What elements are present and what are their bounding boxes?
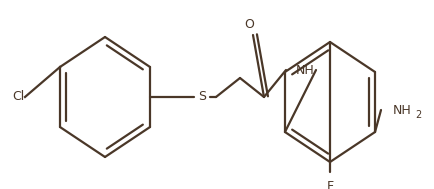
Text: NH: NH bbox=[295, 64, 314, 77]
Text: 2: 2 bbox=[414, 110, 420, 120]
Text: NH: NH bbox=[392, 104, 411, 116]
Text: Cl: Cl bbox=[12, 91, 24, 104]
Text: S: S bbox=[197, 91, 206, 104]
Text: O: O bbox=[243, 18, 253, 31]
Text: F: F bbox=[326, 180, 333, 189]
